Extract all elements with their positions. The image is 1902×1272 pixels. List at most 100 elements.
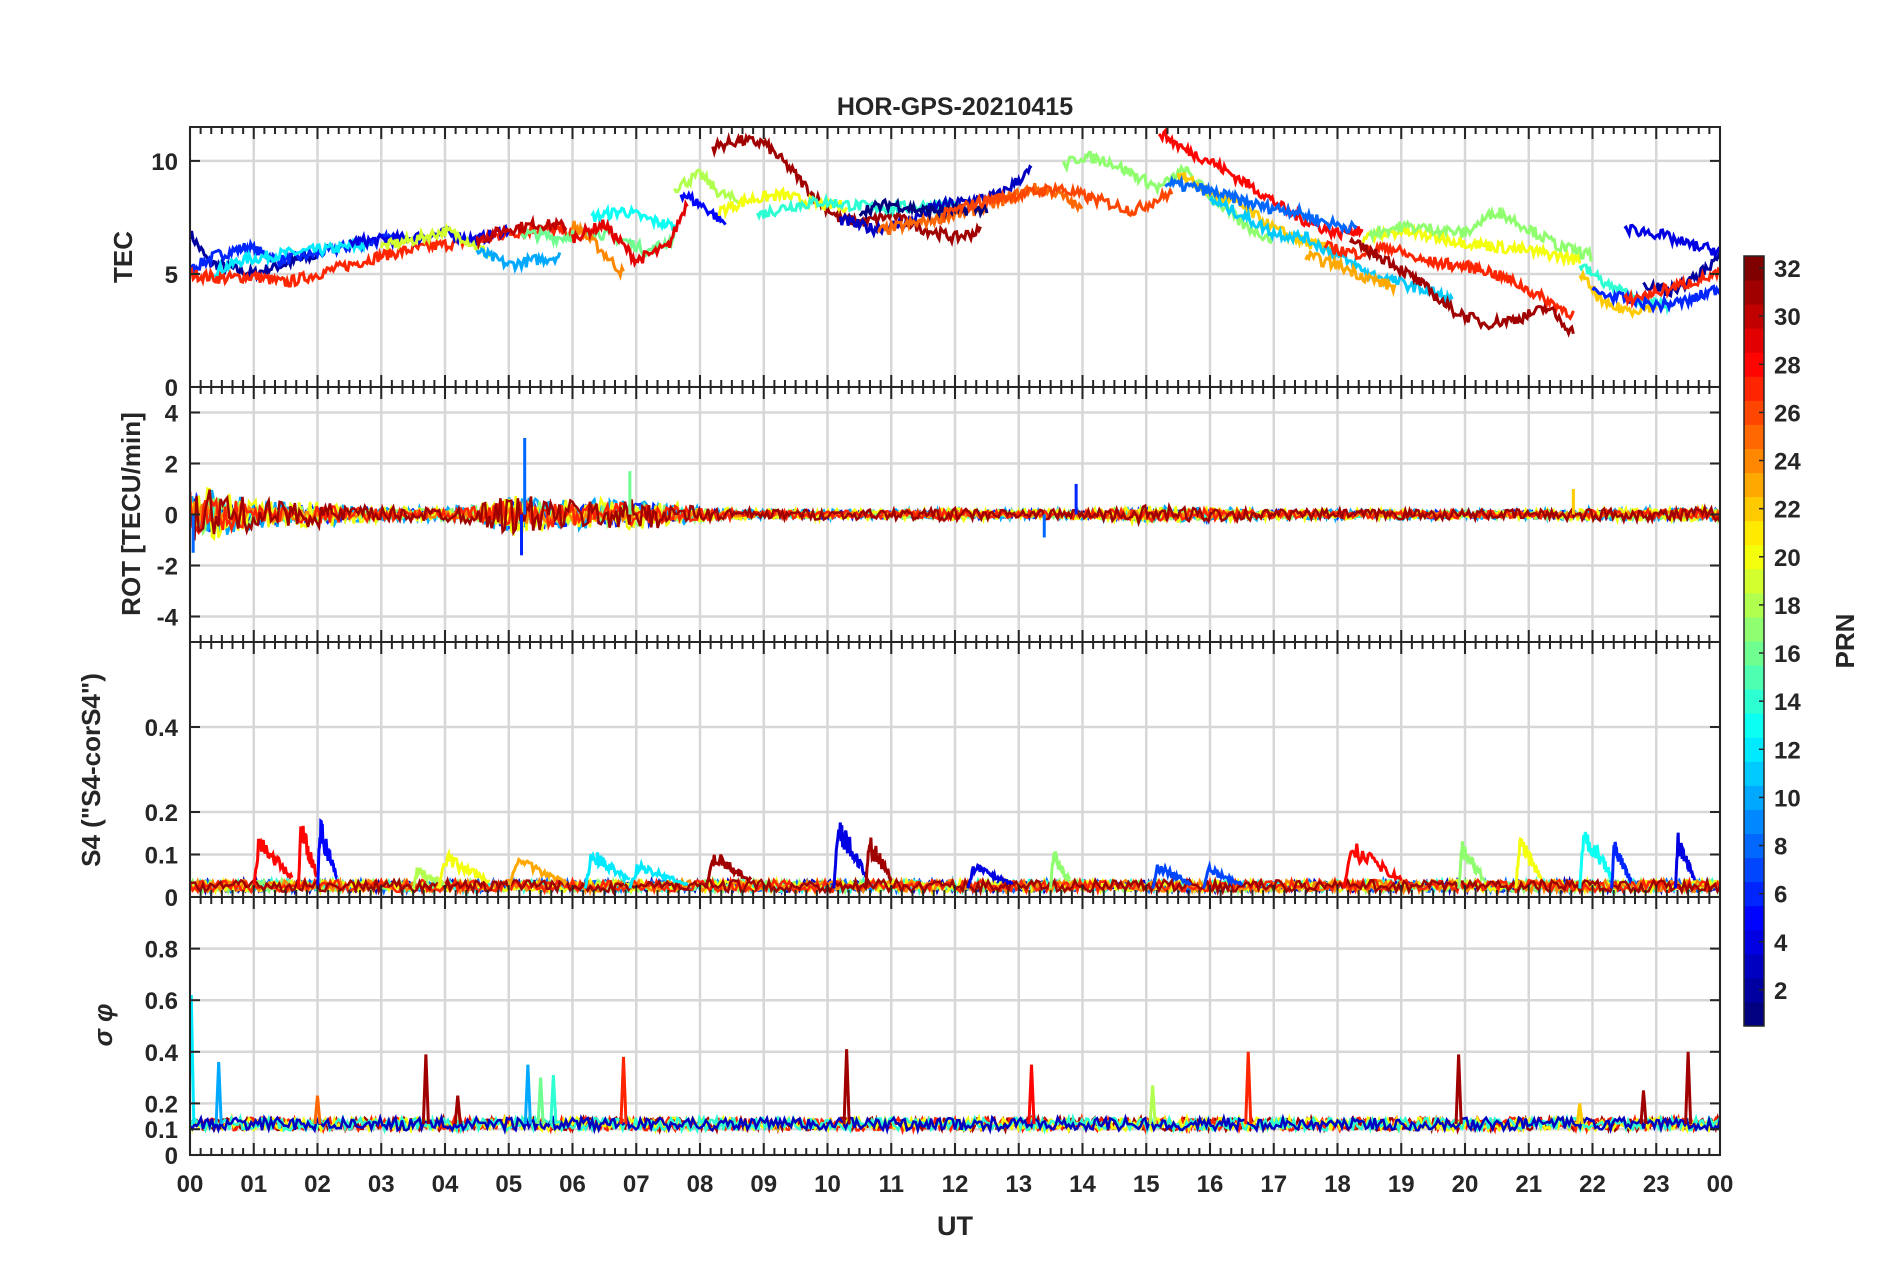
sigma-phi-spike (214, 1062, 223, 1125)
tec-series-prn-13 (590, 203, 676, 232)
sigma-phi-spike (1575, 1103, 1584, 1125)
colorbar-swatch (1744, 1001, 1764, 1027)
x-tick-label: 22 (1579, 1171, 1606, 1198)
tec-series-prn-11 (1208, 194, 1454, 304)
colorbar-swatch (1744, 977, 1764, 1003)
s4-burst-prn-17 (1049, 851, 1072, 889)
sigma-phi-spike (313, 1095, 322, 1125)
tec-series-prn-6 (190, 228, 396, 278)
colorbar-swatch (1744, 689, 1764, 714)
x-tick-label: 10 (814, 1171, 841, 1198)
s4-burst-prn-28 (296, 825, 319, 889)
colorbar-swatch (1744, 448, 1764, 474)
tec-series-prn-10 (475, 246, 562, 275)
colorbar-swatch (1744, 665, 1764, 690)
tec-series-prn-28 (1157, 127, 1364, 242)
y-tick-label: 0.6 (145, 988, 178, 1015)
colorbar-swatch (1744, 713, 1764, 738)
sigma-phi-grid (188, 897, 1722, 1157)
s4-burst-prn-4 (966, 862, 1014, 889)
tec-series-prn-18 (673, 168, 740, 205)
tec-lines (190, 127, 1720, 338)
s4-burst-prn-4 (1673, 832, 1696, 889)
sigma-phi-spike (1454, 1054, 1463, 1125)
colorbar-tick-label: 6 (1774, 882, 1787, 909)
s4-grid (188, 642, 1722, 899)
x-tick-label: 02 (304, 1171, 331, 1198)
x-tick-label: 20 (1452, 1171, 1479, 1198)
colorbar-swatch (1744, 953, 1764, 979)
colorbar-tick-label: 16 (1774, 641, 1801, 668)
s4-burst-prn-28 (1342, 843, 1403, 889)
tec-series-prn-1 (858, 197, 989, 222)
colorbar-tick-label: 12 (1774, 737, 1801, 764)
chart-title: HOR-GPS-20210415 (837, 93, 1073, 121)
sigma-phi-spike (1244, 1051, 1253, 1125)
colorbar-gradient (1744, 256, 1764, 1027)
s4-burst-prn-4 (832, 822, 868, 889)
sigma-phi-spike (190, 995, 196, 1125)
y-tick-label: 5 (165, 262, 178, 289)
x-tick-label: 06 (559, 1171, 586, 1198)
sigma-phi-spike (619, 1056, 628, 1125)
sigma-phi-spike (1684, 1051, 1693, 1125)
tec-y-ticks: 0 5 10 (151, 126, 1721, 402)
colorbar-tick-label: 2 (1774, 978, 1787, 1005)
colorbar-swatch (1744, 881, 1764, 907)
tec-series-prn-31 (1348, 236, 1575, 338)
s4-burst-prn-20 (437, 848, 491, 889)
colorbar-swatch (1744, 352, 1764, 377)
s4-y-ticks: 0 0.1 0.2 0.4 (145, 641, 1721, 912)
y-tick-label: 0.1 (145, 843, 178, 870)
x-tick-label: 13 (1005, 1171, 1032, 1198)
y-tick-label: -2 (157, 554, 178, 581)
s4-burst-prn-6 (1610, 841, 1633, 889)
plot-frame (189, 896, 1721, 1156)
colorbar-tick-label: 18 (1774, 593, 1801, 620)
x-tick-label: 05 (495, 1171, 522, 1198)
colorbar-swatch (1744, 328, 1764, 353)
sigma-phi-spike (1027, 1064, 1036, 1125)
y-tick-label: 0.2 (145, 800, 178, 827)
colorbar-swatch (1744, 592, 1764, 618)
panel-tec: 0 5 10 TEC (108, 126, 1722, 402)
colorbar-swatch (1744, 616, 1764, 642)
tec-series-prn-23 (1304, 249, 1397, 298)
colorbar-swatch (1744, 304, 1764, 329)
y-tick-label: 10 (151, 149, 178, 176)
x-tick-label: 15 (1133, 1171, 1160, 1198)
tec-series-prn-29 (571, 198, 689, 269)
x-tick-label: 01 (240, 1171, 267, 1198)
colorbar-tick-label: 30 (1774, 304, 1801, 331)
tec-series-prn-14 (756, 192, 957, 222)
tec-series-prn-8 (1164, 174, 1358, 235)
colorbar-swatch (1744, 737, 1764, 762)
colorbar-swatch (1744, 400, 1764, 425)
sigma-phi-lines (190, 995, 1720, 1136)
tec-series-prn-14 (1578, 263, 1671, 316)
colorbar-tick-label: 20 (1774, 545, 1801, 572)
colorbar-tick-label: 4 (1774, 930, 1788, 957)
sigma-phi-spike (523, 1064, 532, 1125)
colorbar-swatch (1744, 761, 1764, 786)
colorbar-tick-label: 22 (1774, 497, 1801, 524)
y-tick-label: 0 (165, 885, 178, 912)
colorbar-swatch (1744, 496, 1764, 522)
y-tick-label: 0.1 (145, 1117, 178, 1144)
x-tick-label: 03 (368, 1171, 395, 1198)
s4-burst-prn-23 (507, 856, 568, 889)
x-tick-label: 00 (1707, 1171, 1734, 1198)
x-tick-label: 18 (1324, 1171, 1351, 1198)
colorbar-swatch (1744, 785, 1764, 810)
colorbar-swatch (1744, 544, 1764, 570)
x-tick-label: 11 (879, 1171, 904, 1198)
s4-burst-prn-31 (704, 854, 753, 889)
colorbar-swatch (1744, 472, 1764, 498)
y-tick-label: 0 (165, 503, 178, 530)
tec-series-prn-27 (1623, 266, 1720, 310)
y-tick-label: 0 (165, 375, 178, 402)
sigma-phi-baseline-prn-14 (190, 1112, 1720, 1135)
s4-burst-prn-5 (316, 818, 339, 889)
x-axis-ticks: 00 01 02 03 04 05 06 07 08 09 10 11 12 13 14 15 16 17 18 19… (177, 1171, 1734, 1198)
